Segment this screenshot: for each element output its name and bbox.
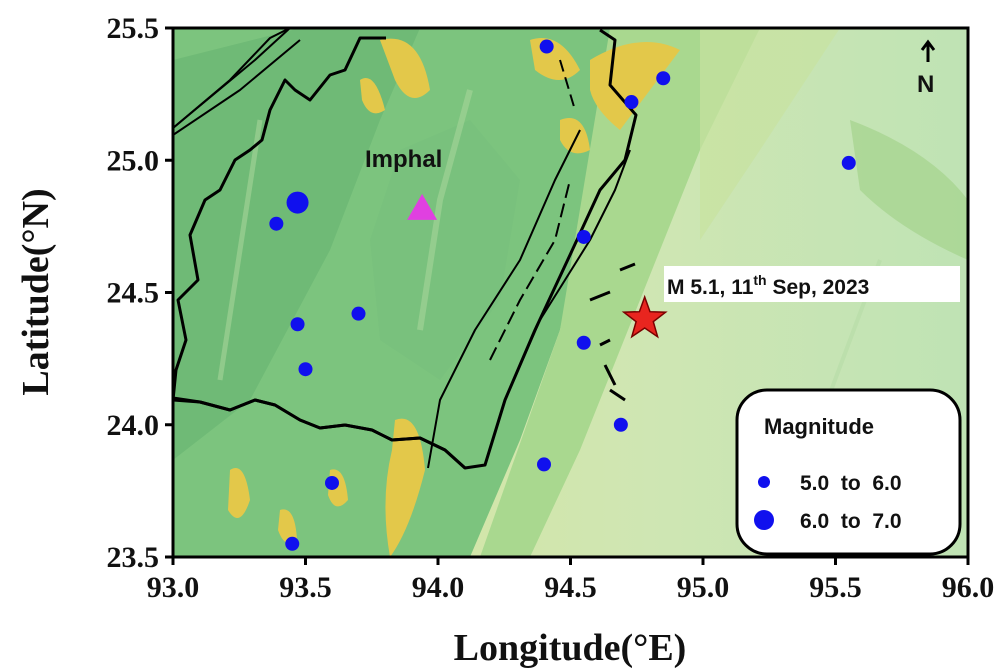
mainshock-star-icon (621, 294, 668, 339)
earthquake-marker (286, 191, 309, 214)
x-tick-label: 94.5 (544, 571, 597, 604)
x-tick-label: 95.5 (809, 571, 862, 604)
fault-segments (589, 262, 636, 402)
x-tick-label: 93.0 (147, 571, 200, 604)
north-arrow-icon (920, 39, 936, 62)
legend-item-1: 5.0 to 6.0 (800, 472, 902, 495)
x-axis-title: Longitude(°E) (454, 627, 687, 669)
city-marker: Imphal (365, 146, 442, 220)
legend-title: Magnitude (764, 414, 874, 439)
earthquake-marker (576, 229, 591, 244)
north-arrow-label: N (917, 71, 934, 98)
axis-ticks: 93.0 93.5 94.0 94.5 95.0 95.5 96.0 23.5 24.0 24.5… (107, 12, 995, 604)
earthquake-marker (298, 362, 313, 377)
mainshock-label: M 5.1, 11th Sep, 2023 (667, 272, 869, 299)
boundaries-and-faults (173, 28, 638, 470)
fault-line-dashed-2 (559, 59, 576, 111)
earthquake-marker (351, 306, 366, 321)
x-tick-label: 93.5 (279, 571, 332, 604)
earthquake-marker (539, 39, 554, 54)
legend-box (735, 388, 962, 556)
legend-marker-large (754, 510, 774, 530)
mainshock-marker: M 5.1, 11th Sep, 2023 (621, 266, 960, 339)
city-label: Imphal (365, 146, 442, 173)
north-arrow: N (917, 39, 936, 98)
fault-line-4 (484, 149, 631, 466)
earthquake-marker (537, 457, 551, 472)
fault-line-5 (427, 129, 581, 469)
international-border (173, 396, 467, 470)
earthquake-marker (269, 216, 284, 231)
earthquake-marker (576, 335, 591, 350)
city-triangle-icon (407, 193, 438, 220)
legend-item-2: 6.0 to 7.0 (800, 510, 902, 533)
earthquake-marker (624, 95, 639, 110)
fault-line-dashed-1 (489, 179, 571, 361)
earthquake-marker (325, 475, 339, 490)
fault-line-3 (173, 28, 291, 129)
terrain-basemap (173, 28, 968, 557)
y-tick-label: 24.0 (107, 409, 160, 442)
y-tick-label: 23.5 (107, 541, 160, 574)
earthquake-marker (285, 536, 300, 551)
earthquake-marker (613, 417, 628, 432)
earthquake-marker (841, 155, 856, 170)
mainshock-label-box (664, 266, 960, 302)
y-tick-label: 25.0 (107, 144, 160, 177)
y-axis-title: Latitude(°N) (15, 188, 57, 395)
earthquake-marker (656, 71, 671, 86)
x-tick-label: 94.0 (412, 571, 465, 604)
legend-marker-small (758, 476, 770, 488)
legend: Magnitude 5.0 to 6.0 6.0 to 7.0 (735, 388, 962, 556)
y-tick-label: 25.5 (107, 12, 160, 45)
x-tick-label: 95.0 (677, 571, 730, 604)
fault-line-2 (173, 39, 301, 136)
x-tick-label: 96.0 (942, 571, 995, 604)
earthquake-markers (269, 39, 856, 551)
earthquake-marker (290, 317, 305, 332)
y-tick-label: 24.5 (107, 277, 160, 310)
